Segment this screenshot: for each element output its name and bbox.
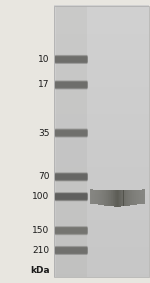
Bar (126, 190, 127, 206)
FancyBboxPatch shape (55, 248, 88, 255)
Bar (130, 190, 131, 205)
Bar (102, 190, 103, 205)
Text: 70: 70 (38, 172, 50, 181)
FancyBboxPatch shape (55, 81, 88, 89)
FancyBboxPatch shape (55, 130, 88, 138)
FancyBboxPatch shape (55, 247, 88, 254)
Bar (54, 6, 148, 277)
Bar (138, 190, 139, 204)
Bar (121, 190, 122, 207)
Bar (100, 190, 101, 205)
Bar (133, 190, 134, 205)
Text: 10: 10 (38, 55, 50, 64)
Bar (114, 190, 115, 207)
Bar (115, 190, 116, 207)
Bar (95, 190, 96, 204)
FancyBboxPatch shape (55, 128, 88, 136)
Bar (107, 190, 108, 206)
Bar (131, 190, 132, 205)
Bar (142, 189, 143, 204)
Bar (124, 190, 125, 206)
FancyBboxPatch shape (55, 174, 88, 181)
Bar (116, 190, 117, 207)
FancyBboxPatch shape (55, 226, 88, 233)
Bar (122, 190, 123, 206)
FancyBboxPatch shape (55, 55, 88, 62)
Bar (98, 190, 99, 205)
FancyBboxPatch shape (55, 227, 88, 234)
FancyBboxPatch shape (55, 172, 88, 180)
Bar (96, 190, 97, 204)
Text: 17: 17 (38, 80, 50, 89)
Text: 35: 35 (38, 128, 50, 138)
Bar (119, 190, 120, 207)
Bar (117, 190, 118, 207)
FancyBboxPatch shape (55, 57, 88, 64)
Text: 150: 150 (32, 226, 50, 235)
Bar (118, 190, 119, 207)
Bar (92, 189, 93, 204)
Bar (132, 190, 133, 205)
Bar (144, 189, 145, 203)
Bar (113, 190, 114, 207)
Bar (101, 190, 102, 205)
Bar (91, 189, 92, 204)
Bar (134, 190, 135, 205)
Bar (127, 190, 128, 206)
Bar (103, 190, 104, 205)
FancyBboxPatch shape (55, 56, 88, 63)
Bar (139, 190, 140, 204)
Bar (120, 190, 121, 207)
Bar (90, 189, 91, 203)
Text: kDa: kDa (30, 266, 50, 275)
FancyBboxPatch shape (55, 192, 88, 200)
Bar (137, 190, 138, 205)
Bar (125, 190, 126, 206)
FancyBboxPatch shape (55, 228, 88, 235)
Bar (112, 190, 113, 206)
Bar (128, 190, 129, 206)
Bar (110, 190, 111, 206)
FancyBboxPatch shape (55, 173, 88, 181)
Bar (109, 190, 110, 206)
Bar (104, 190, 105, 205)
Bar (95, 190, 96, 204)
Bar (105, 190, 106, 206)
FancyBboxPatch shape (55, 80, 88, 88)
FancyBboxPatch shape (55, 129, 88, 137)
Bar (136, 190, 137, 205)
Bar (111, 190, 112, 206)
Text: 100: 100 (32, 192, 50, 201)
Bar (143, 189, 144, 204)
Bar (135, 190, 136, 205)
Bar (140, 190, 141, 204)
Bar (93, 190, 94, 204)
Text: 210: 210 (32, 246, 50, 255)
Bar (141, 190, 142, 204)
FancyBboxPatch shape (55, 194, 88, 201)
Bar (108, 190, 109, 206)
FancyBboxPatch shape (55, 246, 88, 253)
Bar (123, 190, 124, 206)
Bar (106, 190, 107, 206)
Bar (129, 190, 130, 206)
FancyBboxPatch shape (55, 82, 88, 89)
Bar (97, 190, 98, 205)
Bar (99, 190, 100, 205)
Bar (56, 6, 87, 277)
Bar (94, 190, 95, 204)
FancyBboxPatch shape (55, 193, 88, 200)
